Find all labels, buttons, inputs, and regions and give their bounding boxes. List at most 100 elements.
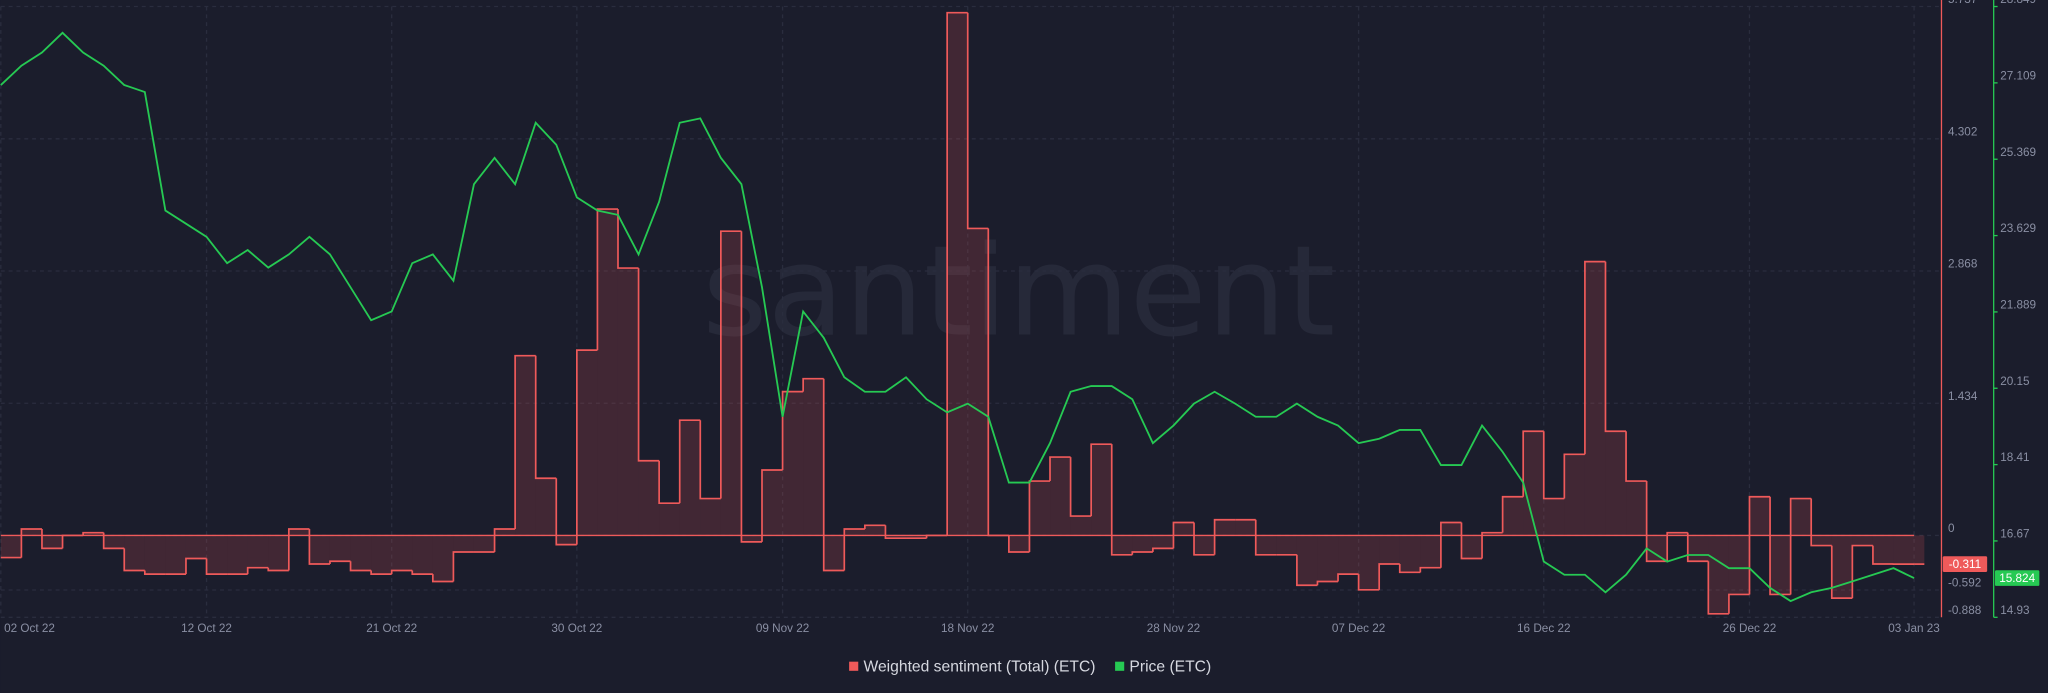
x-tick-label: 30 Oct 22 [551, 622, 602, 635]
sentiment-area [1770, 535, 1791, 595]
sentiment-step [596, 208, 618, 351]
sentiment-step [1296, 554, 1318, 587]
sentiment-area [947, 12, 968, 536]
y2-tick-label: 28.849 [2000, 0, 2036, 6]
sentiment-area [1029, 481, 1051, 536]
sentiment-area [268, 535, 289, 571]
sentiment-step [1337, 573, 1359, 582]
sentiment-step [1769, 496, 1791, 596]
sentiment-area [638, 460, 660, 536]
sentiment-step [1069, 457, 1092, 517]
sentiment-step [20, 528, 42, 558]
sentiment-area [1790, 498, 1812, 536]
sentiment-step [1008, 535, 1030, 553]
sentiment-area [1502, 496, 1524, 536]
sentiment-step [1481, 531, 1503, 559]
sentiment-step [411, 570, 433, 576]
x-tick-label: 18 Nov 22 [941, 622, 995, 635]
sentiment-step [1728, 593, 1750, 614]
sentiment-area [1091, 444, 1112, 536]
sentiment-step [1686, 532, 1709, 563]
sentiment-step [1172, 521, 1195, 549]
sentiment-area [844, 528, 865, 536]
sentiment-step [1152, 547, 1174, 553]
sentiment-area [1749, 496, 1771, 536]
sentiment-step [329, 560, 351, 565]
sentiment-step [678, 419, 701, 504]
sentiment-step [205, 558, 228, 576]
y2-tick-label: 21.889 [2000, 299, 2036, 312]
sentiment-step [925, 534, 948, 539]
sentiment-area [329, 535, 351, 562]
sentiment-area [1872, 535, 1894, 565]
sentiment-area [1152, 535, 1174, 549]
sentiment-area [556, 535, 577, 545]
y2-tick-label: 27.109 [2000, 69, 2036, 82]
sentiment-step [1378, 563, 1400, 590]
sentiment-area [617, 268, 639, 536]
sentiment-step [884, 525, 907, 540]
sentiment-step [1604, 261, 1627, 433]
sentiment-step [1090, 443, 1112, 517]
x-tick-label: 07 Dec 22 [1332, 622, 1386, 635]
sentiment-step [308, 528, 330, 565]
x-tick-label: 28 Nov 22 [1147, 622, 1201, 635]
sentiment-area [803, 378, 824, 536]
legend-label: Weighted sentiment (Total) (ETC) [863, 659, 1095, 676]
sentiment-area [1914, 535, 1925, 565]
sentiment-area [1070, 516, 1092, 536]
sentiment-area [1523, 431, 1544, 536]
sentiment-area [700, 498, 721, 536]
sentiment-area [41, 535, 63, 549]
y-tick-label: 1.434 [1948, 390, 1978, 403]
sentiment-area [165, 535, 186, 575]
sentiment-step [1213, 518, 1236, 555]
sentiment-step [1440, 521, 1462, 568]
sentiment-area [1852, 535, 1873, 546]
sentiment-area [144, 535, 166, 575]
sentiment-area [103, 535, 125, 549]
sentiment-step [1110, 444, 1133, 556]
sentiment-area [1708, 535, 1729, 614]
sentiment-area [412, 535, 433, 575]
sentiment-step [1398, 564, 1421, 574]
sentiment-step [761, 469, 783, 542]
sentiment-area [823, 535, 845, 571]
sentiment-step [802, 377, 824, 392]
sentiment-step [966, 12, 989, 230]
sentiment-area [227, 535, 248, 575]
sentiment-step [123, 548, 145, 572]
last-value-badge [1994, 570, 2040, 586]
x-tick-label: 12 Oct 22 [181, 622, 232, 635]
sentiment-step [555, 478, 577, 546]
sentiment-step [349, 561, 372, 572]
sentiment-area [906, 535, 927, 539]
sentiment-area [1584, 261, 1606, 536]
y-tick-label: -0.592 [1948, 577, 1981, 590]
sentiment-step [1316, 580, 1339, 586]
legend: Weighted sentiment (Total) (ETC) Price (E… [849, 659, 1211, 676]
sentiment-area [885, 535, 907, 539]
sentiment-step [431, 574, 454, 583]
price-line [0, 31, 1915, 603]
sentiment-area [1564, 454, 1585, 536]
sentiment-area [1255, 535, 1277, 555]
sentiment-area [1111, 535, 1133, 555]
sentiment-step [740, 231, 763, 543]
sentiment-step [658, 460, 680, 505]
sentiment-step [102, 532, 125, 550]
sentiment-step [1707, 561, 1729, 615]
sentiment-area [1687, 535, 1709, 562]
sentiment-step [1666, 531, 1688, 562]
sentiment-area [864, 525, 886, 536]
sentiment-step [1830, 545, 1853, 599]
sentiment-area [1626, 481, 1647, 536]
sentiment-step [82, 531, 104, 536]
sentiment-area [1440, 522, 1462, 536]
sentiment-area [288, 528, 310, 536]
sentiment-step [370, 570, 392, 576]
sentiment-area [1235, 519, 1256, 536]
watermark: santiment [702, 218, 1335, 364]
sentiment-step [1049, 456, 1071, 482]
